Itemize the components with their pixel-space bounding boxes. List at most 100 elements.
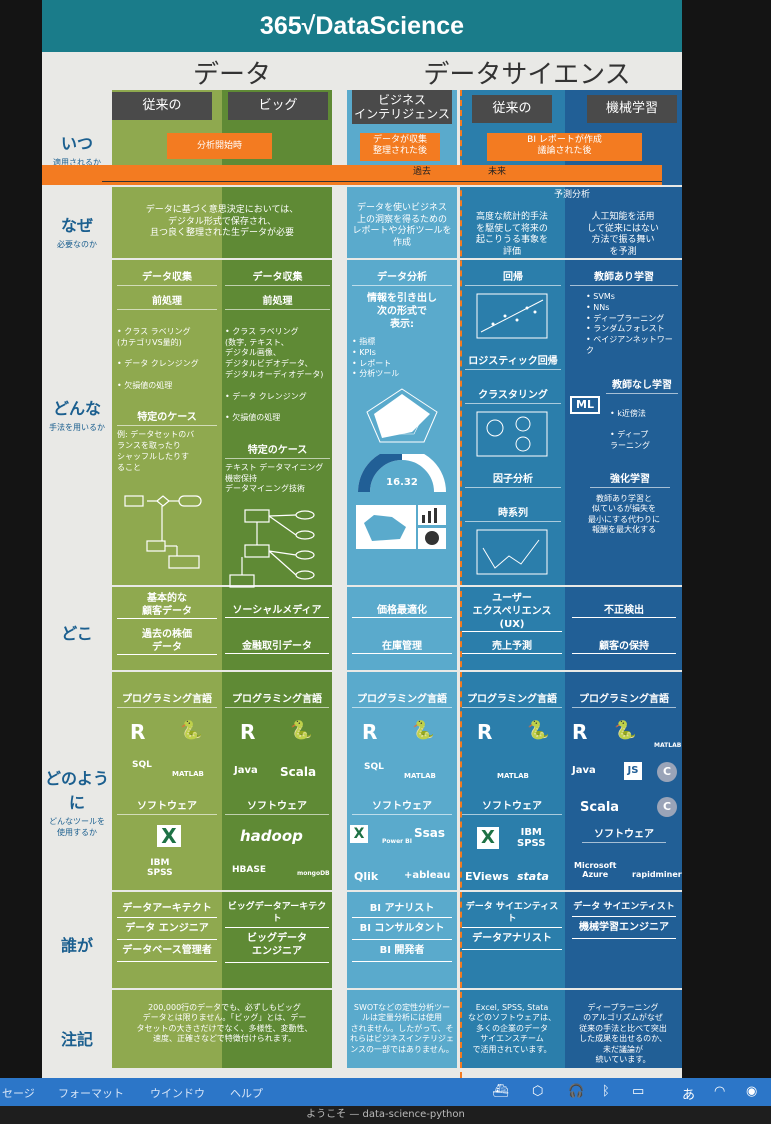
when-ds: BI レポートが作成 議論された後 [487,133,642,161]
predictive-analytics-label: 予測分析 [553,190,590,200]
map-dashboard-icon [356,505,446,550]
how-c3-intro: 情報を引き出し 次の形式で 表示: [367,293,437,330]
brand-header: 365√DataScience [42,0,682,52]
where-c4a: ユーザー エクスペリエンス (UX) [462,592,562,632]
when-bi: データが収集 整理された後 [360,133,440,161]
timeline-arrow [42,165,662,185]
ribbon-traditional-ds: 従来の [472,95,552,123]
azure-logo-icon: Microsoft Azure [574,861,617,879]
column-traditional-data [112,90,222,1068]
who-col2: ビッグデータアーキテクト ビッグデータ エンジニア [225,900,329,964]
list-item: データ クレンジング [117,359,217,370]
tools-c1-prog: プログラミング言語 [117,690,217,708]
excel-logo-icon: X [350,825,368,843]
tools-c5-prog: プログラミング言語 [572,690,676,708]
how-c5-h1: 教師あり学習 [570,268,678,286]
list-item: 分析ツール [352,369,452,380]
spss-logo-icon: IBM SPSS [147,858,173,878]
how-c1-h2: 前処理 [117,292,217,310]
input-method-icon[interactable]: あ [682,1088,696,1103]
ribbon-bi: ビジネス インテリジェンス [352,90,452,124]
docker-icon[interactable]: ⛴ [492,1084,509,1099]
bluetooth-icon[interactable]: ᛒ [602,1084,610,1099]
why-traditional: 高度な統計的手法 を駆使して将来の 起こりうる事象を 評価 [475,212,548,258]
how-c2-h1: データ収集 [225,268,330,286]
how-c2-case: テキスト データマイニング 機密保持 データマイニング技術 [225,462,324,494]
matlab-logo-icon: MATLAB [404,772,436,780]
note-traditional: Excel, SPSS, Stata などのソフトウェアは、 多くの企業のデータ… [468,1003,556,1054]
where-c4b: 売上予測 [462,640,562,654]
role: データアナリスト [462,928,562,951]
how-c5-h2: 教師なし学習 [606,376,678,394]
list-item: クラス ラベリング (カテゴリVS量的) [117,327,217,349]
scala-logo-icon: Scala [280,765,317,779]
window-title-bar: ようこそ — data-science-python [0,1106,771,1124]
list-item: クラス ラベリング (数字, テキスト、 デジタル画像、 デジタルビデオデータ、… [225,327,330,381]
menu-item-format[interactable]: フォーマット [58,1087,124,1100]
time-series-chart-icon [476,529,548,575]
radar-chart-icon [366,388,438,443]
where-c5b: 顧客の保持 [572,640,676,654]
how-c2-list: クラス ラベリング (数字, テキスト、 デジタル画像、 デジタルビデオデータ、… [225,316,330,435]
python-logo-icon: 🐍 [412,720,435,741]
where-c2a: ソーシャルメディア [225,604,329,618]
how-c5-list: SVMs NNs ディープラーニング ランダムフォレスト ベイジアンネットワーク [570,292,678,357]
hadoop-logo-icon: hadoop [240,827,303,845]
list-item: ランダムフォレスト [586,324,678,335]
brand-logo: 365√DataScience [259,12,465,40]
menu-item-help[interactable]: ヘルプ [230,1087,263,1100]
list-item: SVMs [586,292,678,303]
how-c4-h4: 因子分析 [465,470,561,488]
how-c5-h3: 強化学習 [590,470,670,488]
network-diagram-icon [229,509,315,588]
row-label-how: どんな 手法を用いるか [49,399,105,432]
scala-logo-icon: Scala [580,800,620,815]
row-label-when: いつ 適用されるか [53,134,101,167]
how-col2: データ収集 前処理 クラス ラベリング (数字, テキスト、 デジタル画像、 デ… [225,268,330,599]
excel-logo-icon: X [477,827,499,849]
user-icon[interactable]: ◉ [746,1084,758,1099]
who-col5: データ サイエンティスト 機械学習エンジニア [572,900,676,939]
list-item: KPIs [352,348,452,359]
list-item: 指標 [352,337,452,348]
list-item: 欠損値の処理 [117,381,217,392]
menu-item-sage[interactable]: セージ [2,1087,35,1100]
list-item: ディープ ラーニング [610,430,678,452]
r-logo-icon: R [572,720,588,744]
how-c3-h1: データ分析 [352,268,452,286]
r-logo-icon: R [362,720,378,744]
timeline-past: 過去 [412,167,431,177]
role: データ サイエンティスト [572,900,676,917]
column-bi [347,90,457,1068]
sql-logo-icon: SQL [364,762,384,772]
past-future-divider [460,90,462,1078]
column-big-data [222,90,332,1068]
where-c3a: 価格最適化 [352,604,452,618]
role: データ エンジニア [117,918,217,940]
csharp-logo-icon: C [657,797,677,817]
list-item: データ クレンジング [225,392,330,403]
qlik-logo-icon: Qlik [354,870,379,883]
list-item: 欠損値の処理 [225,413,330,424]
how-c5-desc: 教師あり学習と 似ているが損失を 最小にする代わりに 報酬を最大化する [587,494,661,535]
battery-icon[interactable]: ▭ [632,1084,645,1099]
headphones-icon[interactable]: 🎧 [568,1084,585,1099]
why-ml: 人工知能を活用 して従来にはない 方法で振る舞い を予測 [587,212,659,258]
wifi-icon[interactable]: ◠ [714,1084,726,1099]
regression-chart-icon [476,293,548,339]
cube-icon[interactable]: ⬡ [532,1084,544,1099]
matlab-logo-icon: MATLAB [654,742,682,749]
tableau-logo-icon: +ableau [404,870,451,881]
clustering-chart-icon [476,411,548,457]
how-c3-list: 指標 KPIs レポート 分析ツール [352,337,452,380]
how-c1-h3: 特定のケース [117,408,217,427]
r-logo-icon: R [477,720,493,744]
matlab-logo-icon: MATLAB [497,772,529,780]
why-bi: データを使いビジネス 上の洞察を得るための レポートや分析ツールを 作成 [352,203,452,249]
where-c1a: 基本的な 顧客データ [117,592,217,619]
menu-item-window[interactable]: ウインドウ [150,1087,205,1100]
where-c1b: 過去の株価 データ [117,628,217,655]
tools-c3-soft: ソフトウェア [352,797,452,815]
row-label-where: どこ [61,624,93,643]
ml-badge: ML [570,396,600,414]
